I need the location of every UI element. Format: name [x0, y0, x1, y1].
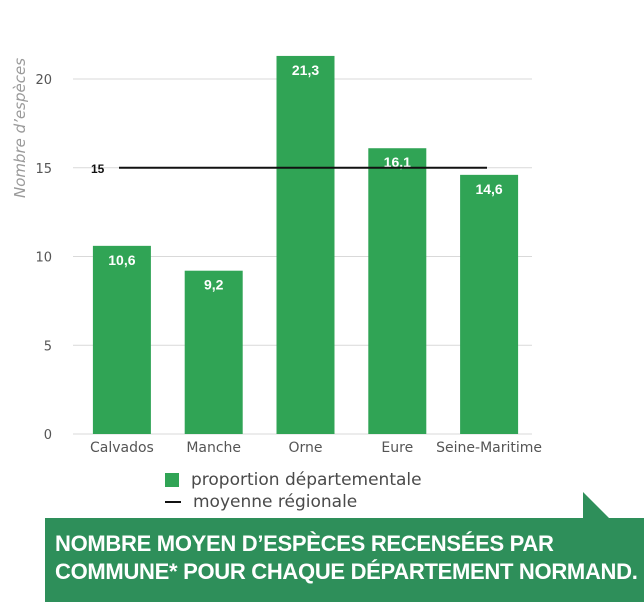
y-axis-ticks: 0 5 10 15 20 — [35, 73, 52, 443]
bars: 10,6 9,2 21,3 16,1 14,6 — [92, 55, 519, 435]
legend-label-bar: proportion départementale — [191, 470, 422, 490]
bar-value-label: 10,6 — [108, 252, 135, 268]
bar-value-label: 14,6 — [475, 181, 502, 197]
legend: proportion départementale moyenne région… — [165, 469, 422, 513]
bar-value-label: 21,3 — [292, 62, 319, 78]
legend-label-line: moyenne régionale — [193, 492, 358, 512]
legend-swatch-bar — [165, 473, 179, 487]
y-tick-label: 20 — [35, 73, 52, 88]
bar — [184, 270, 243, 434]
y-axis-label: Nombre d’espèces — [11, 58, 29, 198]
reference-line-label: 15 — [91, 162, 105, 176]
reference-line-group: 15 — [91, 162, 487, 176]
legend-item-line: moyenne régionale — [165, 491, 422, 513]
bar-value-label: 9,2 — [204, 277, 224, 293]
y-tick-label: 10 — [35, 251, 52, 266]
bar-value-label: 16,1 — [384, 154, 411, 170]
chart-caption: Nombre moyen d’espèces recensées par com… — [45, 518, 644, 602]
x-tick-label: Eure — [381, 440, 413, 456]
bar — [460, 174, 519, 434]
x-tick-label: Orne — [288, 440, 322, 456]
bar — [276, 55, 335, 435]
x-tick-label: Seine-Maritime — [436, 440, 542, 456]
bar-chart: 10,6 9,2 21,3 16,1 14,6 15 0 5 10 15 20 Calvados… — [11, 55, 542, 456]
y-tick-label: 0 — [44, 428, 52, 443]
y-tick-label: 15 — [35, 162, 52, 177]
legend-item-bar: proportion départementale — [165, 469, 422, 491]
bar — [92, 245, 151, 434]
x-tick-label: Calvados — [90, 440, 154, 456]
caption-tab — [583, 492, 611, 520]
x-tick-label: Manche — [186, 440, 241, 456]
y-tick-label: 5 — [44, 339, 52, 354]
legend-swatch-line — [165, 501, 181, 503]
x-axis-ticks: Calvados Manche Orne Eure Seine-Maritime — [90, 440, 542, 456]
bar — [368, 148, 427, 434]
